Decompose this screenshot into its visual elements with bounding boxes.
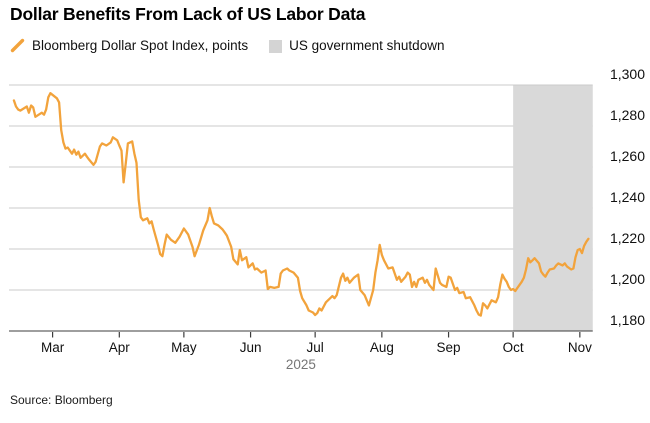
legend-item-index: Bloomberg Dollar Spot Index, points xyxy=(10,38,248,53)
y-tick-label: 1,180 xyxy=(610,312,645,328)
y-tick-label: 1,300 xyxy=(610,66,645,82)
x-tick-label: Aug xyxy=(370,340,394,355)
x-tick-label: May xyxy=(171,340,197,355)
x-axis-labels: Mar Apr May Jun Jul Aug Sep Oct Nov 2025 xyxy=(41,340,592,372)
legend-series-label: Bloomberg Dollar Spot Index, points xyxy=(32,38,249,53)
x-tick-label: Nov xyxy=(568,340,592,355)
y-tick-label: 1,260 xyxy=(610,148,645,164)
line-series-swatch-icon xyxy=(10,38,25,53)
index-line-group xyxy=(12,92,590,317)
y-axis-labels: 1,300 1,280 1,260 1,240 1,220 1,200 1,180 xyxy=(610,66,645,328)
chart-title: Dollar Benefits From Lack of US Labor Da… xyxy=(10,4,366,24)
y-tick-label: 1,240 xyxy=(610,189,645,205)
legend-item-shutdown: US government shutdown xyxy=(269,38,444,53)
source-note: Source: Bloomberg xyxy=(10,393,113,407)
x-tick-label: Jul xyxy=(307,340,324,355)
x-tick-label: Apr xyxy=(109,340,131,355)
y-tick-label: 1,200 xyxy=(610,271,645,287)
x-tick-label: Oct xyxy=(503,340,524,355)
legend: Bloomberg Dollar Spot Index, points US g… xyxy=(10,38,444,53)
y-tick-label: 1,280 xyxy=(610,107,645,123)
y-tick-label: 1,220 xyxy=(610,230,645,246)
shutdown-band-group xyxy=(513,85,593,331)
x-tick-label: Mar xyxy=(41,340,65,355)
index-line xyxy=(12,92,590,317)
shutdown-band xyxy=(513,85,593,331)
x-axis-group xyxy=(9,330,593,338)
x-tick-label: Jun xyxy=(240,340,262,355)
x-axis-year-label: 2025 xyxy=(286,357,316,372)
x-tick-label: Sep xyxy=(437,340,461,355)
legend-band-label: US government shutdown xyxy=(289,38,445,53)
gridlines xyxy=(9,84,593,291)
shutdown-swatch-icon xyxy=(269,39,283,53)
